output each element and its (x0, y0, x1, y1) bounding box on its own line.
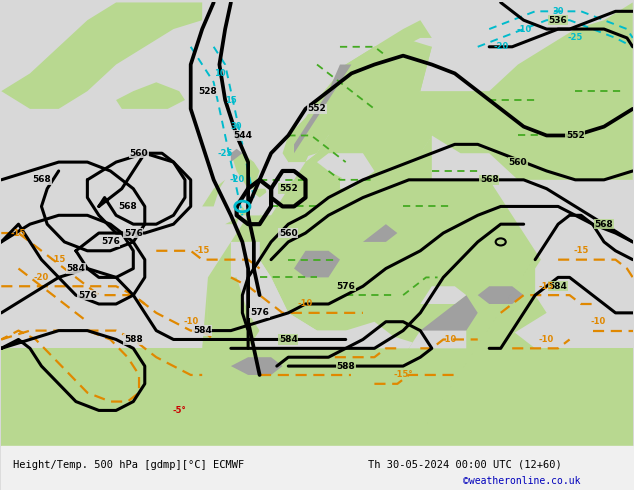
Text: 568: 568 (32, 175, 51, 184)
Polygon shape (248, 286, 277, 295)
Text: -20: -20 (229, 175, 244, 184)
Polygon shape (340, 162, 375, 189)
Text: -10: -10 (298, 299, 313, 309)
Text: 584: 584 (67, 264, 86, 273)
Polygon shape (1, 2, 202, 109)
Text: -15: -15 (573, 246, 589, 255)
Polygon shape (283, 20, 432, 162)
Text: -20: -20 (34, 273, 49, 282)
Polygon shape (409, 295, 512, 348)
Text: 536: 536 (549, 16, 567, 24)
Text: -15: -15 (51, 255, 67, 264)
Text: 588: 588 (124, 335, 143, 344)
Polygon shape (288, 38, 432, 171)
Polygon shape (202, 135, 547, 348)
Polygon shape (294, 65, 351, 153)
Text: -20: -20 (493, 42, 508, 51)
Text: -15°: -15° (393, 370, 413, 379)
Text: -5°: -5° (172, 406, 186, 415)
Polygon shape (225, 153, 271, 224)
Text: 560: 560 (508, 158, 527, 167)
Polygon shape (420, 295, 478, 340)
Polygon shape (1, 348, 633, 446)
Text: 30: 30 (231, 122, 242, 131)
Text: -15: -15 (539, 282, 554, 291)
Polygon shape (346, 2, 633, 180)
Text: 576: 576 (101, 238, 120, 246)
Text: 576: 576 (124, 228, 143, 238)
Text: 568: 568 (480, 175, 498, 184)
Text: -25: -25 (567, 33, 583, 43)
Text: -15: -15 (195, 246, 210, 255)
Text: 568: 568 (118, 202, 137, 211)
Polygon shape (466, 331, 633, 446)
Polygon shape (288, 38, 432, 162)
Text: 30: 30 (552, 7, 564, 16)
Polygon shape (317, 153, 375, 180)
Polygon shape (242, 162, 306, 215)
Text: -10: -10 (539, 335, 554, 344)
Text: 588: 588 (336, 362, 355, 370)
Polygon shape (231, 149, 242, 162)
Text: 568: 568 (595, 220, 614, 229)
Text: 528: 528 (198, 87, 217, 96)
Polygon shape (535, 251, 558, 313)
Text: 584: 584 (193, 326, 212, 335)
Text: 560: 560 (279, 228, 297, 238)
Polygon shape (363, 91, 432, 171)
Text: 576: 576 (250, 308, 269, 318)
Polygon shape (420, 286, 466, 304)
Text: 552: 552 (566, 131, 585, 140)
Text: ©weatheronline.co.uk: ©weatheronline.co.uk (463, 476, 580, 486)
Text: -10: -10 (441, 335, 456, 344)
Text: 10: 10 (214, 69, 225, 78)
Polygon shape (231, 357, 283, 375)
Text: -10: -10 (591, 317, 606, 326)
Text: 552: 552 (279, 184, 298, 193)
Text: -15: -15 (11, 228, 26, 238)
Text: 576: 576 (336, 282, 355, 291)
Text: 552: 552 (307, 104, 327, 113)
Text: 576: 576 (78, 291, 97, 299)
Text: Th 30-05-2024 00:00 UTC (12+60): Th 30-05-2024 00:00 UTC (12+60) (368, 460, 562, 469)
Polygon shape (478, 286, 524, 304)
Text: 584: 584 (279, 335, 298, 344)
Text: 544: 544 (233, 131, 252, 140)
Polygon shape (202, 91, 432, 348)
Text: Height/Temp. 500 hPa [gdmp][°C] ECMWF: Height/Temp. 500 hPa [gdmp][°C] ECMWF (13, 460, 244, 469)
Text: -10: -10 (516, 24, 531, 33)
Polygon shape (294, 251, 340, 277)
Text: -25: -25 (217, 149, 233, 158)
Polygon shape (116, 82, 185, 109)
Polygon shape (363, 224, 398, 242)
Text: 15: 15 (225, 96, 236, 104)
Text: 560: 560 (130, 149, 148, 158)
Text: 584: 584 (548, 282, 567, 291)
Polygon shape (231, 242, 466, 348)
Polygon shape (202, 180, 225, 206)
Bar (1, 446, 633, 490)
Text: -10: -10 (183, 317, 198, 326)
